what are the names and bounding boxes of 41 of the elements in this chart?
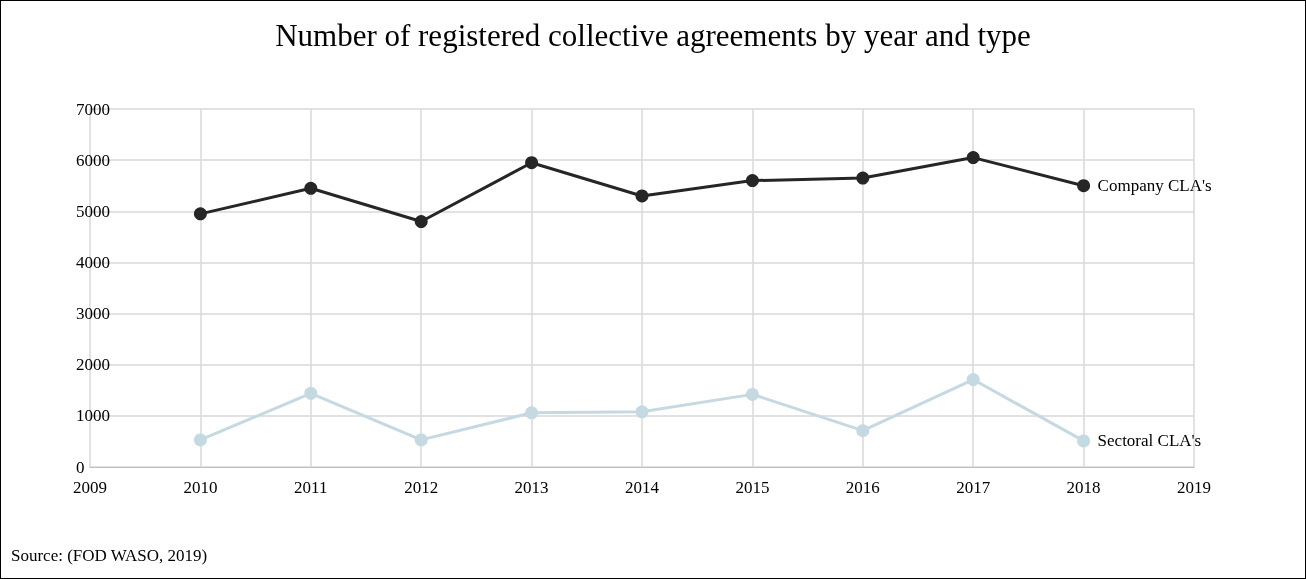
point bbox=[193, 433, 207, 447]
y-tick-label: 4000 bbox=[76, 252, 110, 272]
x-tick-label: 2009 bbox=[73, 478, 107, 497]
y-tick-label: 6000 bbox=[76, 150, 110, 170]
y-tick-label: 1000 bbox=[76, 406, 110, 426]
y-tick-label: 0 bbox=[76, 457, 85, 477]
point bbox=[304, 386, 318, 400]
point bbox=[856, 171, 870, 185]
point bbox=[525, 406, 539, 420]
point bbox=[1077, 434, 1091, 448]
point bbox=[414, 215, 428, 229]
point bbox=[966, 151, 980, 165]
x-tick-label: 2014 bbox=[625, 478, 660, 497]
x-tick-label: 2015 bbox=[735, 478, 770, 497]
y-tick-label: 2000 bbox=[76, 355, 110, 375]
chart-title: Number of registered collective agreements by year and type bbox=[275, 18, 1031, 53]
series-label: Company CLA's bbox=[1097, 176, 1212, 196]
x-tick-label: 2010 bbox=[183, 478, 218, 497]
point bbox=[745, 174, 759, 188]
x-tick-label: 2017 bbox=[956, 478, 991, 497]
x-tick-label: 2016 bbox=[845, 478, 880, 497]
y-tick-label: 3000 bbox=[76, 304, 110, 324]
point bbox=[414, 433, 428, 447]
x-tick-label: 2013 bbox=[514, 478, 549, 497]
series-label: Sectoral CLA's bbox=[1097, 431, 1202, 451]
point bbox=[635, 189, 649, 203]
point bbox=[193, 207, 207, 221]
x-tick-label: 2019 bbox=[1177, 478, 1211, 497]
point bbox=[966, 373, 980, 387]
point bbox=[856, 424, 870, 438]
point bbox=[525, 156, 539, 170]
point bbox=[304, 181, 318, 195]
point bbox=[635, 405, 649, 419]
x-tick-label: 2012 bbox=[404, 478, 439, 497]
point bbox=[745, 387, 759, 401]
y-tick-label: 5000 bbox=[76, 201, 110, 221]
x-tick-label: 2011 bbox=[294, 478, 328, 497]
x-tick-label: 2018 bbox=[1066, 478, 1101, 497]
y-tick-label: 7000 bbox=[76, 99, 110, 119]
source-note: Source: (FOD WASO, 2019) bbox=[11, 546, 208, 565]
point bbox=[1077, 179, 1091, 193]
